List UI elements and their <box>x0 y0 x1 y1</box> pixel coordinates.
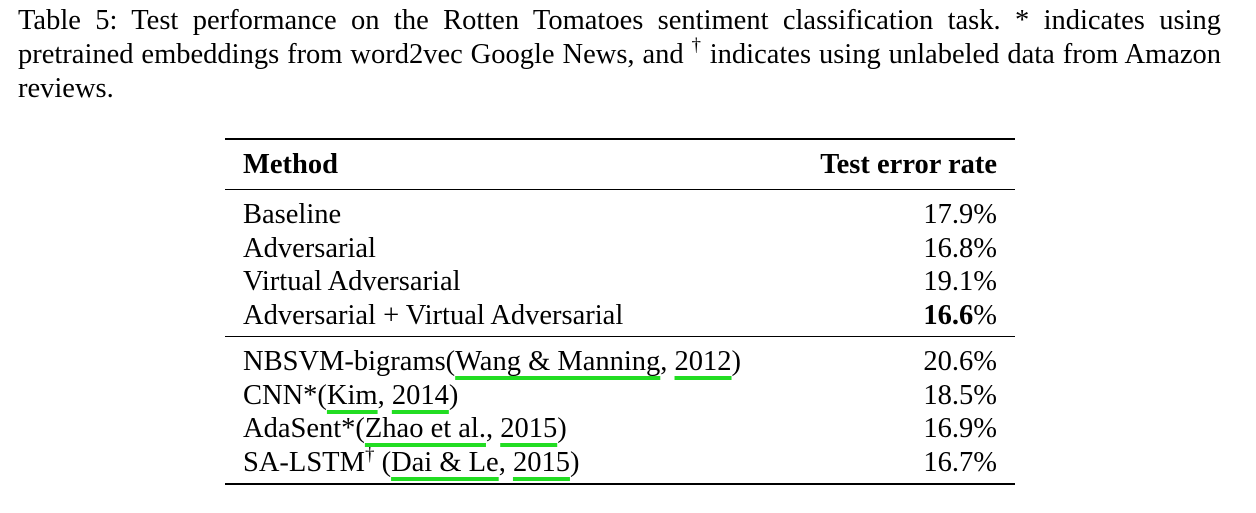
method-name: CNN*( <box>243 379 327 411</box>
caption-text-end: indicates using unlabeled data from Amaz… <box>18 39 1222 104</box>
citation-close: ) <box>731 346 742 377</box>
dagger-symbol: † <box>364 444 375 465</box>
table-row: Adversarial 16.8% <box>225 232 1015 266</box>
table-row: Virtual Adversarial 19.1% <box>225 265 1015 299</box>
citation-close: ) <box>569 446 580 478</box>
citation-year-link[interactable]: 2015 <box>500 413 558 444</box>
table-row: CNN*(Kim, 2014) 18.5% <box>225 379 1015 413</box>
table-caption: Table 5: Test performance on the Rotten … <box>18 4 1221 106</box>
error-cell: 16.8% <box>923 232 997 264</box>
method-name: AdaSent*( <box>243 413 365 444</box>
method-cell: Virtual Adversarial <box>243 266 461 297</box>
method-cell: NBSVM-bigrams(Wang & Manning, 2012) <box>225 336 790 379</box>
citation-sep: , <box>660 346 675 377</box>
citation-sep: , <box>377 379 392 411</box>
method-name: NBSVM-bigrams( <box>243 346 456 377</box>
header-error: Test error rate <box>789 138 1015 190</box>
table-row: AdaSent*(Zhao et al., 2015) 16.9% <box>225 412 1015 446</box>
table-row: NBSVM-bigrams(Wang & Manning, 2012) 20.6… <box>225 336 1015 379</box>
citation-year-link[interactable]: 2015 <box>512 446 570 478</box>
citation-link[interactable]: Kim <box>326 379 378 411</box>
method-cell: Baseline <box>243 199 342 230</box>
citation-link[interactable]: Wang & Manning <box>455 346 661 377</box>
method-cell: Adversarial + Virtual Adversarial <box>243 299 624 331</box>
error-cell: 16.6% <box>790 299 1015 337</box>
best-error-value: 16.6 <box>923 299 974 331</box>
caption-text: Table 5: Test performance on the Rotten … <box>18 5 1221 70</box>
citation-year-link[interactable]: 2014 <box>391 379 449 411</box>
citation-sep: , <box>498 446 513 478</box>
dagger-symbol: † <box>691 34 702 56</box>
error-unit: % <box>973 299 997 331</box>
table-row: Baseline 17.9% <box>225 190 1015 232</box>
method-name: SA-LSTM <box>243 446 365 478</box>
method-cell: SA-LSTM† (Dai & Le, 2015) <box>225 444 790 485</box>
citation-open: ( <box>374 446 392 478</box>
method-cell: Adversarial <box>243 232 376 264</box>
citation-link[interactable]: Dai & Le <box>391 446 499 478</box>
citation-year-link[interactable]: 2012 <box>674 346 732 377</box>
error-cell: 17.9% <box>923 199 997 230</box>
header-method: Method <box>225 138 790 190</box>
error-cell: 20.6% <box>789 336 1015 379</box>
method-cell: AdaSent*(Zhao et al., 2015) <box>225 412 790 446</box>
citation-close: ) <box>448 379 459 411</box>
table-row: SA-LSTM† (Dai & Le, 2015) 16.7% <box>225 444 1015 485</box>
method-cell: CNN*(Kim, 2014) <box>225 379 790 413</box>
error-cell: 16.9% <box>923 413 997 444</box>
error-cell: 18.5% <box>923 379 997 411</box>
table-row: Adversarial + Virtual Adversarial 16.6% <box>225 299 1015 337</box>
table-header-row: Method Test error rate <box>225 138 1015 190</box>
results-table: Method Test error rate Baseline 17.9% Ad… <box>225 138 1015 485</box>
error-cell: 19.1% <box>923 266 997 297</box>
citation-close: ) <box>557 413 567 444</box>
citation-sep: , <box>485 413 501 444</box>
error-cell: 16.7% <box>789 445 1015 485</box>
citation-link[interactable]: Zhao et al. <box>364 413 486 444</box>
